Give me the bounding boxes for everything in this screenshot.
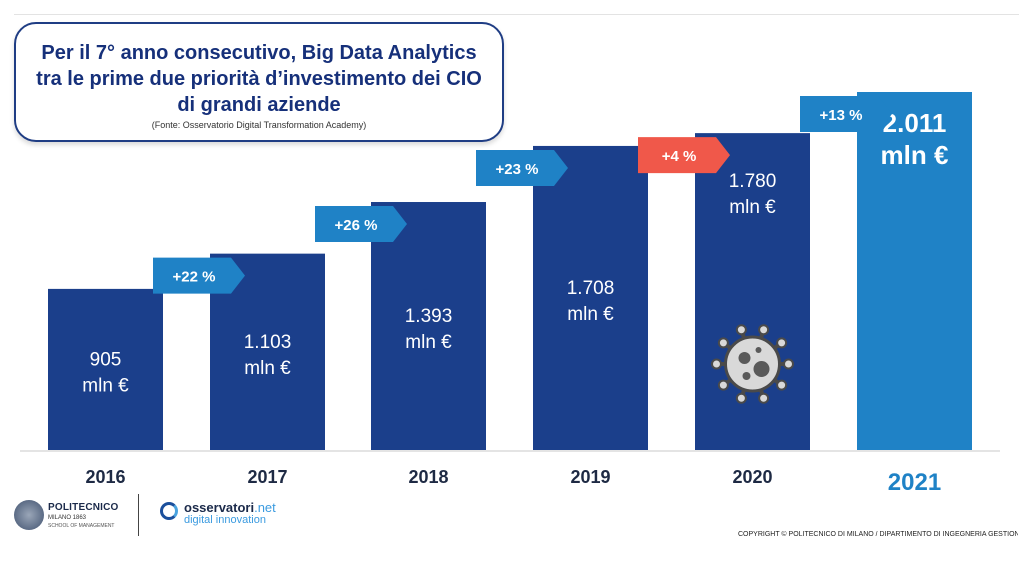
osservatori-net-text: .net [254,500,276,515]
unit-label-2019: mln € [567,304,614,325]
value-label-2020: 1.780 [729,171,777,192]
year-label-2018: 2018 [408,467,448,487]
growth-arrow-5 [800,96,892,132]
growth-arrow-3 [476,149,568,186]
value-label-2018: 1.393 [405,306,453,327]
year-label-2016: 2016 [85,467,125,487]
title-box: Per il 7° anno consecutivo, Big Data Ana… [14,22,504,142]
value-label-2019: 1.708 [567,278,615,299]
top-divider [14,14,1019,15]
growth-label-4: +4 % [662,148,697,165]
bar-2018 [371,202,486,450]
year-label-2019: 2019 [570,467,610,487]
growth-label-1: +22 % [173,269,216,286]
logo-divider [138,494,139,536]
osservatori-sub: digital innovation [184,514,266,526]
osservatori-name: osservatori.net [184,500,276,515]
unit-label-2018: mln € [405,332,452,353]
year-label-2021: 2021 [888,469,941,496]
polimi-name: POLITECNICO [48,502,119,513]
chart-title: Per il 7° anno consecutivo, Big Data Ana… [36,42,482,116]
year-label-2020: 2020 [732,467,772,487]
bar-2019 [533,145,648,451]
value-label-2017: 1.103 [244,332,292,353]
bar-2016 [48,288,163,450]
growth-arrow-1 [153,257,245,294]
osservatori-name-text: osservatori [184,500,255,515]
copyright-text: COPYRIGHT © POLITECNICO DI MILANO / DIPA… [738,531,1018,538]
growth-label-5: +13 % [820,107,863,124]
osservatori-icon [160,502,178,520]
polimi-school: SCHOOL OF MANAGEMENT [48,523,115,529]
bar-2020 [695,133,810,451]
chart-source: (Fonte: Osservatorio Digital Transformat… [151,120,367,130]
growth-arrow-4 [638,137,730,174]
unit-label-2020: mln € [729,197,776,218]
value-label-2021: 2.011 [883,108,947,138]
growth-label-2: +26 % [335,217,378,234]
polimi-sub: MILANO 1863 [48,515,87,521]
polimi-logo[interactable]: POLITECNICO MILANO 1863 SCHOOL OF MANAGE… [14,498,134,534]
unit-label-2017: mln € [244,358,291,379]
unit-label-2021: mln € [881,140,949,170]
year-label-2017: 2017 [247,467,287,487]
growth-arrow-2 [315,206,407,243]
virus-icon [711,324,794,404]
value-label-2016: 905 [90,349,122,370]
bar-2021 [857,92,972,450]
polimi-emblem-icon [14,500,44,530]
growth-label-3: +23 % [496,161,539,178]
unit-label-2016: mln € [82,375,129,396]
